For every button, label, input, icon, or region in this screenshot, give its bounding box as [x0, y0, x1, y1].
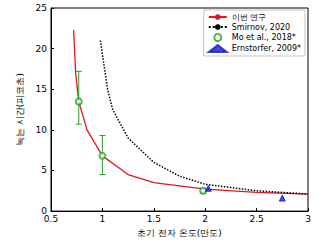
svg-text:초기 전자 온도(만도): 초기 전자 온도(만도)	[137, 228, 222, 238]
svg-text:Ernstorfer, 2009*: Ernstorfer, 2009*	[232, 44, 301, 53]
svg-text:25: 25	[36, 3, 47, 13]
svg-text:Mo et al., 2018*: Mo et al., 2018*	[232, 33, 296, 42]
svg-text:10: 10	[36, 125, 48, 135]
svg-text:0: 0	[41, 206, 47, 217]
svg-text:3: 3	[305, 214, 311, 224]
svg-text:2: 2	[202, 214, 208, 224]
svg-text:1.5: 1.5	[147, 214, 161, 224]
svg-text:0.5: 0.5	[44, 214, 58, 224]
svg-text:Smirnov, 2020: Smirnov, 2020	[232, 23, 290, 32]
svg-text:5: 5	[41, 165, 47, 175]
svg-text:20: 20	[36, 44, 48, 54]
svg-text:15: 15	[36, 84, 47, 94]
svg-text:1: 1	[100, 214, 106, 224]
svg-text:2.5: 2.5	[249, 214, 263, 224]
svg-text:녹는 시간(피코초): 녹는 시간(피코초)	[15, 73, 25, 146]
svg-text:이번 연구: 이번 연구	[232, 13, 267, 22]
